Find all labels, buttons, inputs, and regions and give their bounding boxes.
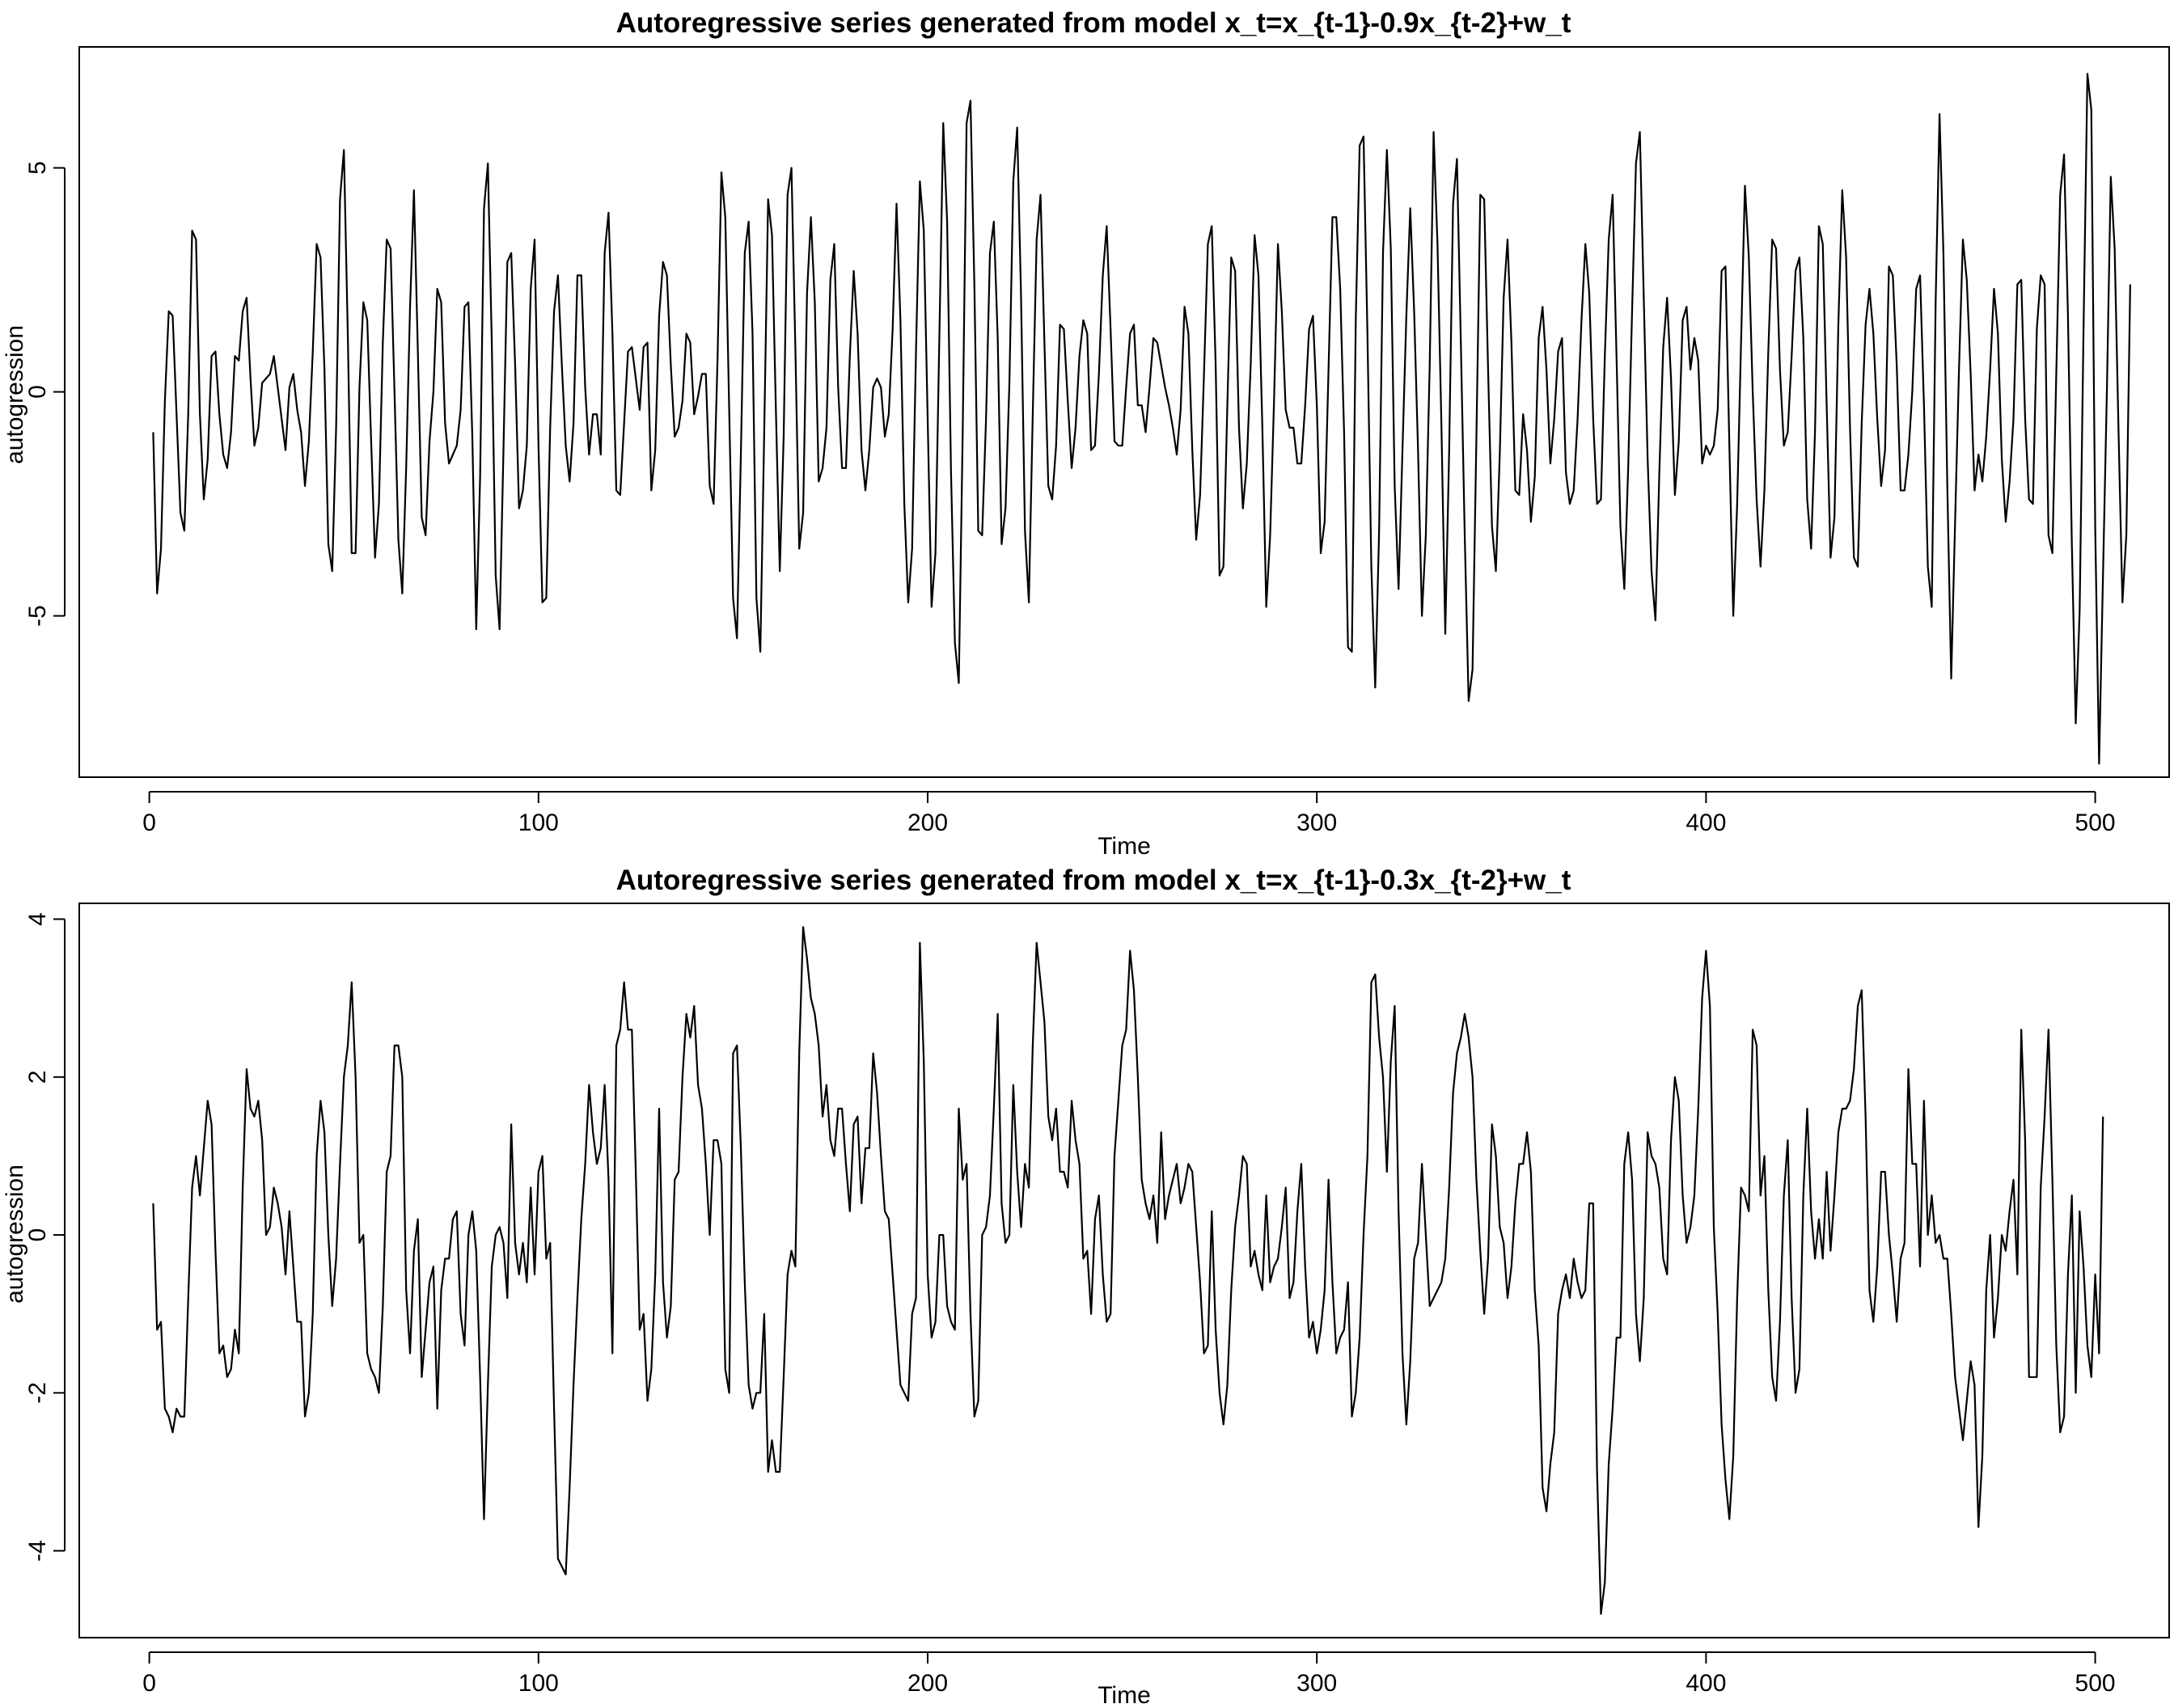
x-tick-label: 400 <box>1685 1670 1726 1697</box>
x-tick-label: 200 <box>907 810 948 836</box>
y-tick-label: 0 <box>24 385 51 399</box>
chart-title: Autoregressive series generated from mod… <box>616 865 1571 896</box>
x-tick-label: 100 <box>518 1670 559 1697</box>
x-axis-label: Time <box>1098 1682 1151 1708</box>
y-tick-label: 0 <box>24 1228 51 1242</box>
x-tick-label: 0 <box>142 810 156 836</box>
x-axis: 0 100 200 300 400 500 <box>142 791 2116 836</box>
y-tick-label: -2 <box>24 1382 51 1404</box>
plot-frame <box>78 46 2170 778</box>
x-tick-label: 0 <box>142 1670 156 1697</box>
y-tick-label: 5 <box>24 161 51 175</box>
chart-panel-bottom: Autoregressive series generated from mod… <box>2 865 2170 1708</box>
chart-title: Autoregressive series generated from mod… <box>616 7 1571 39</box>
y-tick-label: -5 <box>24 605 51 627</box>
y-axis: -4 -2 0 2 4 <box>24 912 66 1562</box>
x-tick-label: 400 <box>1685 810 1726 836</box>
y-axis: -5 0 5 <box>24 161 66 627</box>
y-tick-label: 4 <box>24 912 51 926</box>
plot-frame <box>78 903 2170 1638</box>
x-axis: 0 100 200 300 400 500 <box>142 1651 2116 1697</box>
x-tick-label: 500 <box>2075 1670 2116 1697</box>
x-tick-label: 500 <box>2075 810 2116 836</box>
y-tick-label: -4 <box>24 1540 51 1562</box>
x-tick-label: 300 <box>1296 1670 1337 1697</box>
series-line <box>152 73 2131 765</box>
series-line <box>152 926 2104 1615</box>
chart-panel-top: Autoregressive series generated from mod… <box>2 7 2170 860</box>
y-axis-label: autogression <box>2 1165 28 1304</box>
x-axis-label: Time <box>1098 833 1151 860</box>
y-tick-label: 2 <box>24 1070 51 1084</box>
x-tick-label: 200 <box>907 1670 948 1697</box>
y-axis-label: autogression <box>2 325 28 464</box>
x-tick-label: 100 <box>518 810 559 836</box>
x-tick-label: 300 <box>1296 810 1337 836</box>
